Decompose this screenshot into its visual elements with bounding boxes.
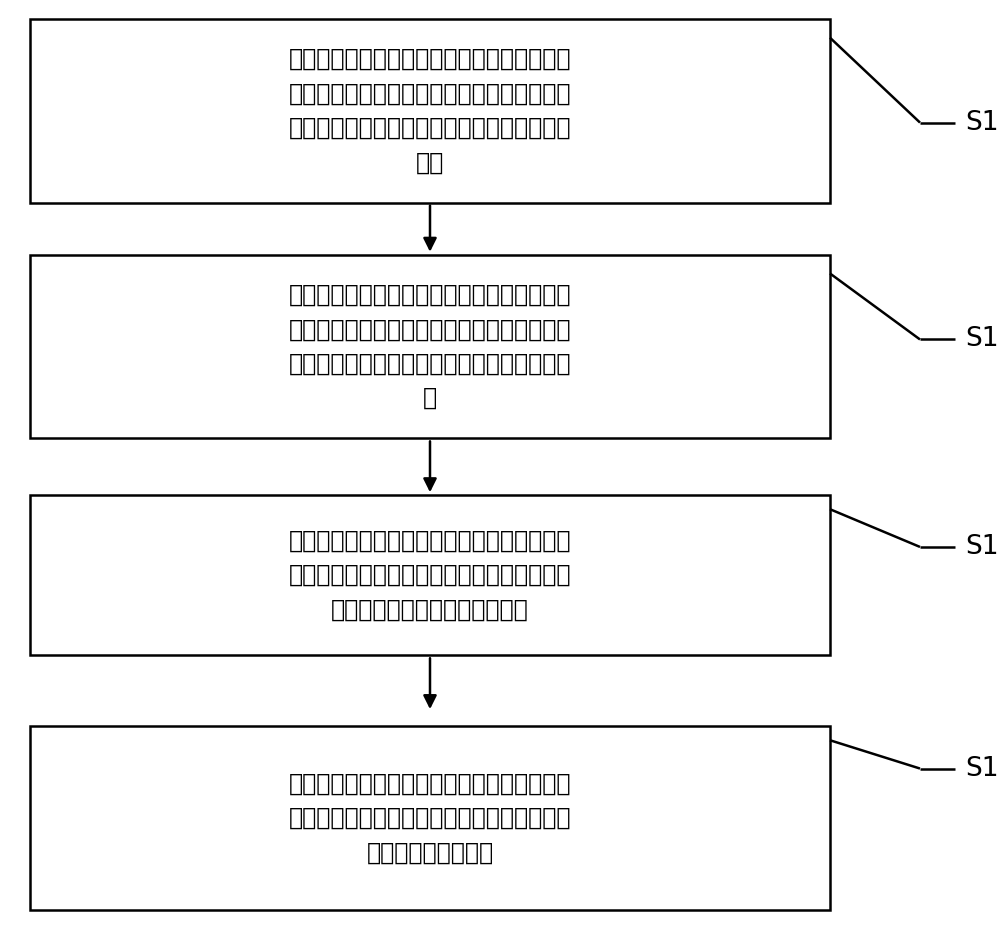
Bar bbox=[30, 495, 830, 655]
Text: 计算所述彩色点云图中的至少一个平滑区域，
将距离无人机最近的所述平滑区域作为初始着
陆点，并控制所述无人机向所述初始着陆点移
动: 计算所述彩色点云图中的至少一个平滑区域， 将距离无人机最近的所述平滑区域作为初始… bbox=[289, 283, 571, 410]
Text: 获取激光雷达采集的激光雷达点云数据流以及
相机采集的图像数据流，基于所述激光雷达点
云数据流以及所述图像数据流融合生成彩色点
云图: 获取激光雷达采集的激光雷达点云数据流以及 相机采集的图像数据流，基于所述激光雷达… bbox=[289, 47, 571, 174]
Text: 将距离所述无人机当前位置最近的所述安全平
滑区域确定为最终着陆点，控制所述无人机降
落至所述最终着陆点: 将距离所述无人机当前位置最近的所述安全平 滑区域确定为最终着陆点，控制所述无人机… bbox=[289, 771, 571, 865]
Text: S104: S104 bbox=[965, 755, 1000, 782]
Text: S103: S103 bbox=[965, 534, 1000, 560]
Text: S101: S101 bbox=[965, 109, 1000, 136]
Text: S102: S102 bbox=[965, 326, 1000, 353]
Text: 在移动至所述初始着陆点的过程中，对所有所
述平滑区域对应的语义信息进行可视化分析，
筛选得到至少一个安全平滑区域: 在移动至所述初始着陆点的过程中，对所有所 述平滑区域对应的语义信息进行可视化分析… bbox=[289, 529, 571, 621]
Bar bbox=[30, 726, 830, 910]
Bar bbox=[30, 255, 830, 438]
Bar bbox=[30, 19, 830, 203]
